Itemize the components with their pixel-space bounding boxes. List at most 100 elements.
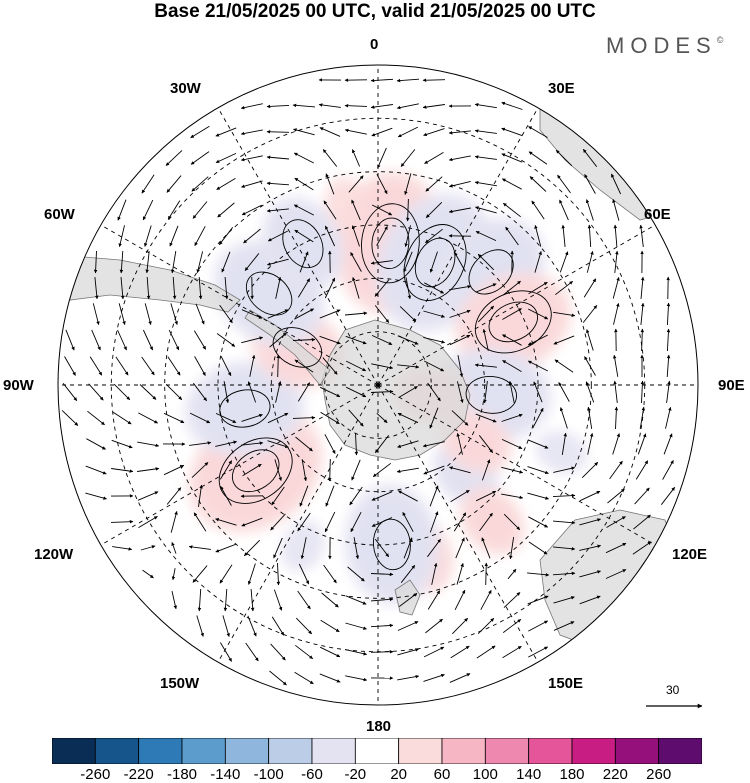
colorbar-tick-label: 180 [559,766,585,783]
wind-vector [374,435,390,453]
wind-vector [266,181,290,186]
wind-vector [527,572,550,577]
wind-vector [193,330,207,350]
wind-vector [503,280,521,296]
wind-vector [404,225,411,248]
wind-vector [371,517,393,527]
wind-vector [319,309,341,319]
wind-vector [371,491,393,501]
meridian-line [377,384,656,546]
wind-vector [376,412,388,424]
wind-vector [193,382,207,402]
wind-vector [247,615,257,637]
wind-vector [111,468,134,473]
wind-vector [613,224,618,248]
wind-vector [555,149,573,167]
wind-vector [422,441,445,448]
wind-vector [666,354,671,378]
wind-vector [266,129,290,134]
wind-vector [640,302,645,325]
wind-vector [299,251,309,273]
wind-vector [402,511,414,532]
wind-vector [111,439,133,449]
wind-vector [555,280,573,296]
map-boundary [57,64,699,706]
wind-vector [501,466,524,474]
anomaly-blob [459,486,526,556]
wind-vector [527,492,549,500]
wind-vector [137,491,159,501]
lon-label-120w: 120W [34,546,74,563]
wind-vector [607,488,625,504]
wind-vector [533,381,543,403]
wind-vector [501,153,523,163]
wind-vector [449,673,471,683]
colorbar-segment [94,738,140,764]
lon-label-180: 180 [366,718,392,735]
wind-vector [165,150,183,166]
wind-vector [532,407,544,429]
wind-vector [61,410,79,426]
wind-vector [527,334,549,346]
anomaly-blob [325,176,367,230]
wind-vector [422,104,445,109]
wind-vector [528,541,548,555]
colorbar-tick-label: -220 [123,766,154,783]
lon-label-90w: 90W [3,377,34,394]
wind-vector [220,486,232,506]
wind-vector [323,564,337,584]
wind-vector [240,155,263,162]
wind-vector [320,411,340,425]
wind-vector [215,152,237,164]
contour-line [282,219,324,269]
wind-vector [220,355,232,377]
colorbar-tick-label: 100 [472,766,498,783]
wind-vector [423,465,445,475]
wind-vector [553,621,575,631]
wind-vector [553,311,576,317]
colorbar-segment [571,738,616,764]
wind-vector [587,432,594,455]
wind-vector [139,384,157,400]
contour-line [468,249,514,295]
wind-vector [351,225,360,247]
wind-vector [454,589,466,611]
wind-vector [397,621,419,631]
wind-vector [553,596,575,604]
wind-vector [138,516,158,528]
wind-vectors [61,78,676,686]
wind-vector [319,335,341,345]
wind-vector [579,544,602,551]
wind-vector [241,413,263,422]
wind-vector [321,592,339,608]
wind-vector [527,308,549,320]
wind-vector [397,126,419,138]
wind-vector [325,485,335,507]
wind-vector [662,460,674,480]
wind-vector [561,432,567,455]
meridian-line [100,384,379,546]
wind-vector [137,467,160,472]
graticule [58,65,698,705]
wind-vector [117,329,127,351]
wind-vector [640,276,645,299]
wind-vector [474,155,497,160]
brand-mark: © [716,35,724,45]
wind-vector [666,328,671,352]
wind-vector [370,78,394,83]
colorbar-tick-label: -60 [301,766,323,783]
wind-vector [534,225,542,247]
wind-vector [613,302,620,325]
wind-vector [170,303,178,325]
wind-vector [266,155,290,160]
wind-vector [110,519,134,524]
wind-vector [429,251,438,273]
wind-vector [273,537,283,559]
wind-vector [241,204,263,216]
wind-vector [167,200,181,220]
wind-vector [370,572,394,577]
wind-vector [610,173,622,195]
wind-vector [141,174,155,194]
lon-label-30e: 30E [548,80,575,97]
wind-vector [352,277,360,299]
